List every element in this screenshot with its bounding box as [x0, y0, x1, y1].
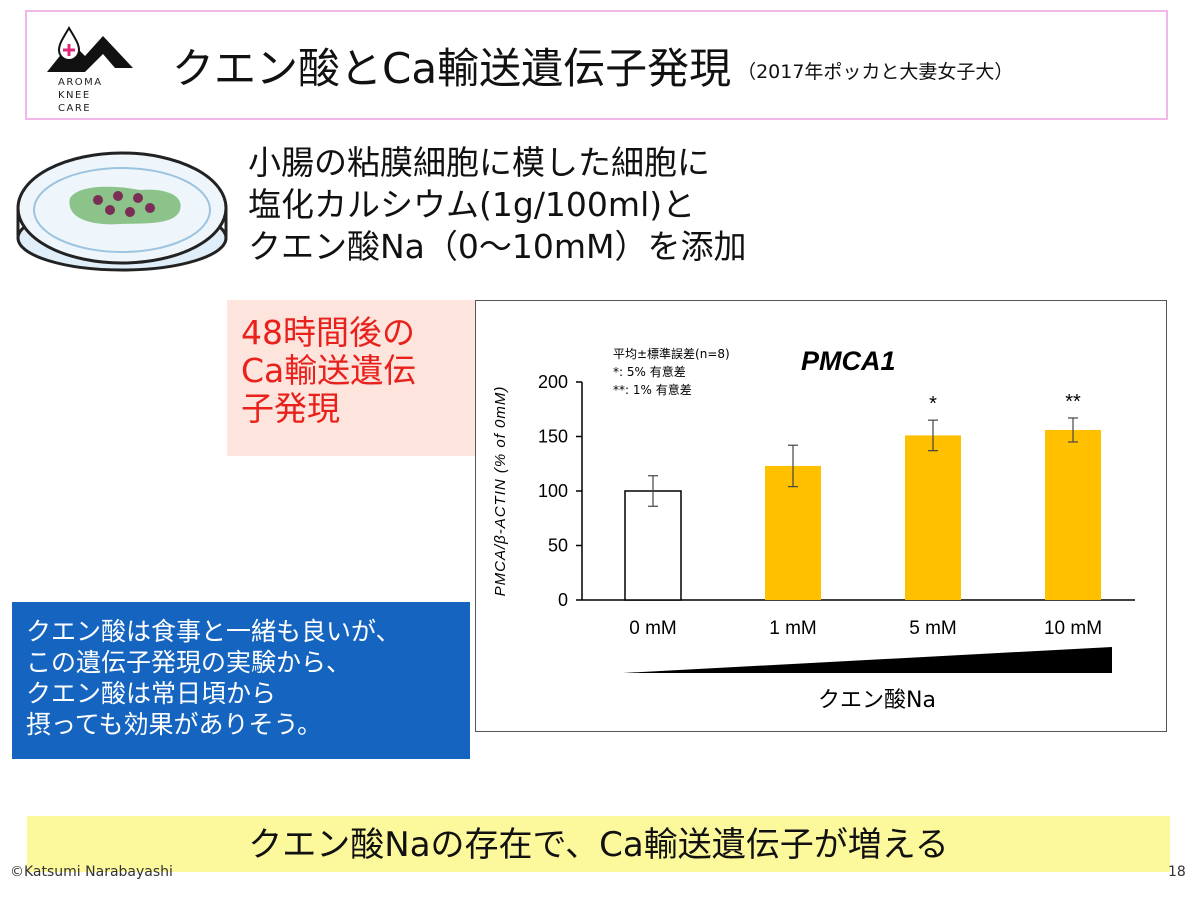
bar: [624, 490, 682, 601]
chart-title: PMCA1: [801, 346, 896, 376]
concentration-wedge: [623, 647, 1112, 673]
chart-legend-line: *: 5% 有意差: [613, 364, 686, 379]
title-source: （2017年ポッカと大妻女子大）: [737, 60, 1014, 83]
pmca1-bar-chart: 0 50 100 150 200 PMCA/β-ACTIN (% of 0mM) PMCA1…: [492, 346, 1135, 713]
result-timing-note: 48時間後の Ca輸送遺伝 子発現: [227, 300, 481, 456]
y-tick-label: 50: [548, 536, 568, 556]
aroma-knee-care-logo: [47, 26, 133, 72]
x-tick-label: 0 mM: [629, 618, 677, 639]
summary-banner: クエン酸Naの存在で、Ca輸送遺伝子が増える: [27, 816, 1170, 872]
x-axis-label: クエン酸Na: [818, 688, 936, 713]
cell-culture-blob: [69, 186, 181, 225]
x-tick-label: 5 mM: [909, 618, 957, 639]
y-tick-label: 200: [538, 372, 568, 392]
copyright: ©Katsumi Narabayashi: [10, 864, 173, 880]
x-tick-label: 10 mM: [1044, 618, 1102, 639]
logo-text: AROMA KNEE CARE: [58, 77, 103, 114]
significance-marker: **: [1065, 391, 1081, 413]
y-tick-label: 0: [558, 590, 568, 610]
y-tick-label: 100: [538, 481, 568, 501]
page-title: クエン酸とCa輸送遺伝子発現 （2017年ポッカと大妻女子大）: [172, 44, 1013, 97]
petri-dish-illustration: [16, 151, 228, 272]
header-frame: [25, 10, 1168, 120]
bar: [765, 465, 821, 600]
y-tick-label: 150: [538, 427, 568, 447]
bar: [1045, 429, 1101, 600]
chart-legend-line: **: 1% 有意差: [613, 382, 692, 397]
chart-legend-line: 平均±標準誤差(n=8): [613, 346, 730, 361]
bar: [905, 435, 961, 600]
x-tick-label: 1 mM: [769, 618, 817, 639]
significance-marker: *: [929, 393, 937, 415]
y-axis-label: PMCA/β-ACTIN (% of 0mM): [492, 386, 509, 597]
page-number: 18: [1168, 864, 1186, 880]
title-main: クエン酸とCa輸送遺伝子発現: [172, 44, 732, 93]
experiment-description: 小腸の粘膜細胞に模した細胞に 塩化カルシウム(1g/100ml)と クエン酸Na…: [248, 143, 747, 266]
conclusion-note: クエン酸は食事と一緒も良いが、 この遺伝子発現の実験から、 クエン酸は常日頃から…: [12, 602, 470, 759]
logo-mountain-shape: [47, 36, 133, 72]
